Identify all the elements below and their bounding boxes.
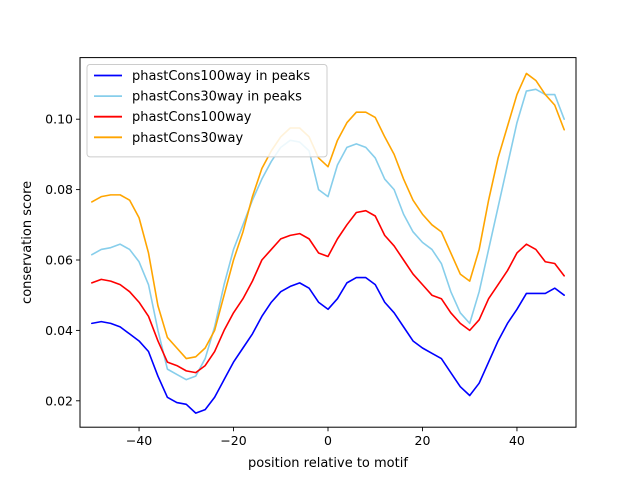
series-line-4	[91, 72, 565, 360]
legend-label: phastCons100way	[132, 110, 252, 125]
x-tick-label: 40	[509, 433, 525, 448]
legend-box	[86, 64, 328, 158]
legend-label: phastCons30way	[132, 131, 244, 146]
series-line-2	[91, 88, 565, 381]
legend: phastCons100way in peaks phastCons30way i…	[86, 64, 328, 158]
x-tick-label: 0	[324, 433, 332, 448]
series-layer	[91, 72, 565, 414]
x-tick-label: −40	[126, 433, 152, 448]
series-line-1	[91, 276, 565, 414]
x-axis-label: position relative to motif	[248, 456, 408, 471]
x-tick-label: 20	[415, 433, 431, 448]
x-axis: −40 −20 0 20 40	[126, 427, 525, 448]
x-tick-label: −20	[220, 433, 246, 448]
legend-label: phastCons100way in peaks	[132, 69, 310, 84]
y-axis: 0.02 0.04 0.06 0.08 0.10	[45, 112, 80, 408]
y-tick-label: 0.08	[45, 182, 73, 197]
y-tick-label: 0.02	[45, 393, 73, 408]
y-tick-label: 0.06	[45, 253, 73, 268]
series-line-3	[91, 209, 565, 374]
y-tick-label: 0.04	[45, 323, 73, 338]
legend-label: phastCons30way in peaks	[132, 90, 302, 105]
y-tick-label: 0.10	[45, 112, 73, 127]
y-axis-label: conservation score	[20, 181, 35, 304]
